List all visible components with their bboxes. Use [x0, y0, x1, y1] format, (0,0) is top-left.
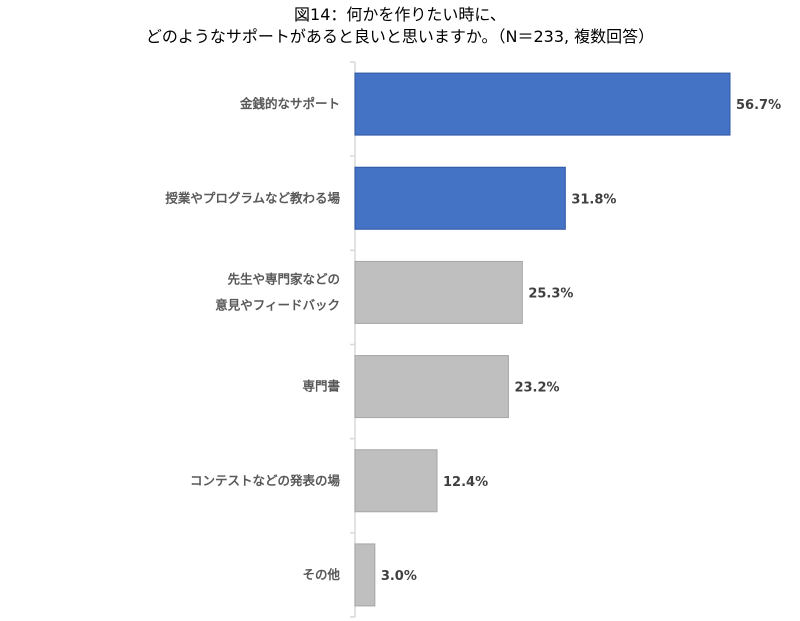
- category-label: その他: [302, 567, 340, 582]
- chart-title-line: どのようなサポートがあると良いと思いますか。（N＝233, 複数回答）: [146, 27, 654, 46]
- chart-title-line: 図14：何かを作りたい時に、: [294, 5, 506, 24]
- category-label: コンテストなどの発表の場: [190, 473, 341, 488]
- category-label: 金銭的なサポート: [239, 96, 340, 111]
- value-labels: 56.7% 31.8% 25.3% 23.2% 12.4% 3.0%: [381, 98, 781, 584]
- category-label: 意見やフィードバック: [215, 297, 340, 312]
- data-label: 31.8%: [571, 192, 616, 207]
- bar: [354, 355, 509, 419]
- bar: [354, 543, 376, 607]
- data-label: 56.7%: [736, 98, 781, 113]
- data-label: 25.3%: [528, 286, 573, 301]
- category-label: 専門書: [302, 379, 340, 394]
- data-label: 23.2%: [514, 381, 559, 396]
- chart-title: 図14：何かを作りたい時に、どのようなサポートがあると良いと思いますか。（N＝2…: [146, 5, 654, 46]
- bar: [354, 166, 566, 230]
- data-label: 12.4%: [443, 475, 488, 490]
- bars: [354, 72, 731, 607]
- category-labels: 金銭的なサポート授業やプログラムなど教わる場先生や専門家などの意見やフィードバッ…: [165, 96, 340, 582]
- category-label: 授業やプログラムなど教わる場: [165, 190, 340, 205]
- bar: [354, 260, 523, 324]
- category-label: 先生や専門家などの: [227, 271, 340, 286]
- axis-ticks: [350, 61, 355, 618]
- bar: [354, 72, 731, 136]
- bar: [354, 449, 438, 513]
- data-label: 3.0%: [381, 569, 417, 584]
